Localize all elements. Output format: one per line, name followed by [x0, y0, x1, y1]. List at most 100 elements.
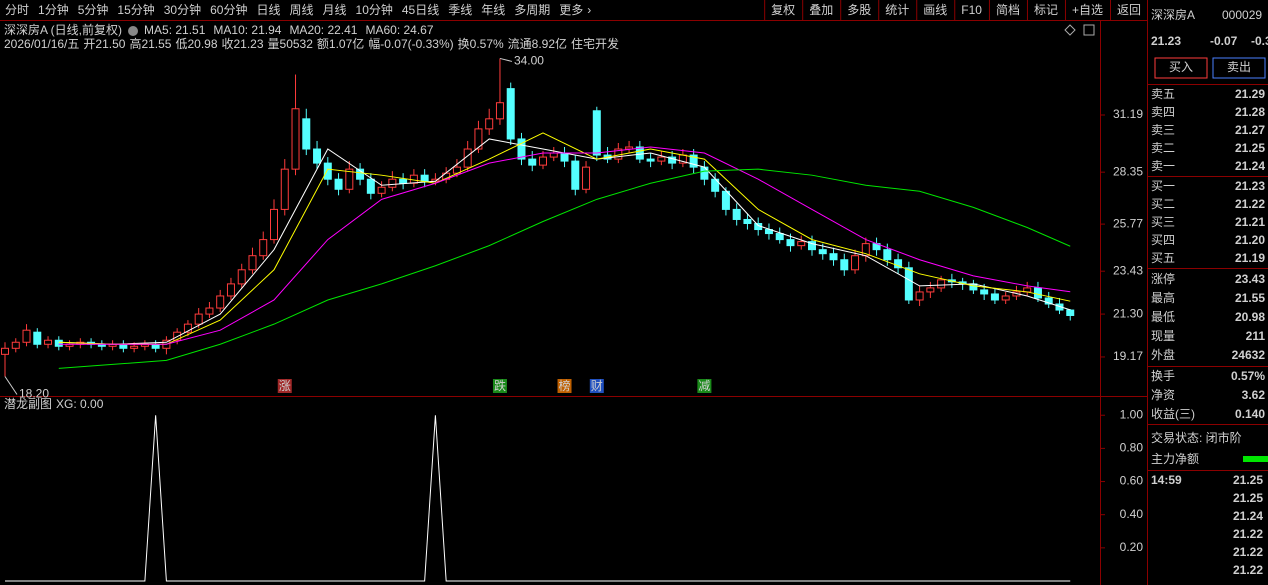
ma-line [58, 138, 1071, 345]
event-tag[interactable]: 涨 [279, 378, 291, 393]
toolbar-tab[interactable]: 10分钟 [356, 2, 393, 17]
toolbar-tab[interactable]: 60分钟 [210, 2, 247, 17]
candle-body [635, 146, 644, 160]
candle-body [689, 154, 698, 168]
candle-body [377, 186, 386, 194]
toolbar-tab[interactable]: 5分钟 [78, 2, 109, 17]
toolbar-tab[interactable]: 月线 [323, 3, 347, 17]
toolbar-tab[interactable]: 1分钟 [38, 2, 69, 17]
candle-body [743, 218, 752, 224]
candle-body [366, 178, 375, 194]
indicator-line [5, 415, 1071, 582]
tick-price: 21.22 [1233, 545, 1263, 559]
event-tag-bg [589, 379, 604, 393]
candle-body [1033, 287, 1042, 299]
window-icon[interactable] [1083, 24, 1095, 36]
toolbar-button[interactable]: 返回 [1117, 3, 1141, 17]
info-item: 住宅开发 [571, 36, 619, 51]
more-arrow: › [587, 3, 591, 17]
candle-body [549, 152, 558, 158]
toolbar-button[interactable]: 叠加 [809, 3, 833, 17]
toolbar-tab[interactable]: 多周期 [514, 3, 550, 17]
event-tag-bg [557, 379, 572, 393]
info-item: 量50532 [268, 37, 314, 51]
annotation: 34.00 [514, 54, 544, 68]
toolbar-button[interactable]: 简档 [996, 3, 1020, 17]
event-tag[interactable]: 减 [698, 379, 710, 393]
flow-label: 主力净额 [1151, 452, 1199, 466]
toolbar-tab[interactable]: 更多 [559, 3, 583, 17]
toolbar-tab[interactable]: 周线 [289, 3, 313, 17]
buy-button[interactable]: 买入 [1169, 60, 1193, 74]
row-value: 21.25 [1235, 141, 1265, 155]
candle-body [786, 239, 795, 247]
candle-body [44, 339, 53, 345]
row-label: 收益(三) [1151, 407, 1195, 421]
toolbar-button[interactable]: 多股 [847, 3, 871, 17]
info-item: 流通8.92亿 [508, 36, 567, 51]
toolbar-tab[interactable]: 15分钟 [117, 2, 154, 17]
ma-line [58, 146, 1071, 345]
y-tick-label: 19.17 [1113, 349, 1143, 363]
price-change: -0.07 [1210, 34, 1238, 48]
toolbar-button[interactable]: 画线 [923, 3, 947, 17]
candle-body [980, 289, 989, 295]
y-tick-label: 0.40 [1120, 507, 1144, 521]
row-label: 买一 [1151, 179, 1175, 193]
row-label: 买五 [1151, 251, 1175, 265]
candle-body [33, 331, 42, 345]
pane-legend: XG: 0.00 [56, 397, 104, 411]
tick-price: 21.25 [1233, 491, 1263, 505]
event-tag[interactable]: 跌 [494, 378, 506, 393]
sell-button[interactable]: 卖出 [1227, 60, 1251, 74]
candle-body [894, 259, 903, 269]
row-label: 买四 [1151, 233, 1175, 247]
candle-body [592, 110, 601, 156]
candle-body [194, 313, 203, 325]
row-value: 21.22 [1235, 197, 1265, 211]
settings-icon[interactable] [128, 26, 139, 36]
candle-body [1, 347, 9, 355]
candle-body [356, 168, 365, 180]
info-item: 高21.55 [129, 36, 171, 51]
row-value: 21.23 [1235, 179, 1265, 193]
toolbar-tab[interactable]: 30分钟 [164, 2, 201, 17]
buy-button-bg[interactable] [1154, 57, 1208, 79]
row-label: 最高 [1151, 290, 1175, 305]
candle-body [1001, 295, 1010, 301]
sell-button-bg[interactable] [1212, 57, 1266, 79]
stock-name: 深深房A [1151, 7, 1195, 22]
tick-time: 14:59 [1151, 473, 1182, 487]
annotation-leader [499, 57, 513, 62]
row-label: 买三 [1151, 215, 1175, 229]
toolbar-tab[interactable]: 季线 [448, 3, 472, 17]
diamond-icon[interactable] [1064, 24, 1076, 36]
toolbar-tab[interactable]: 分时 [5, 3, 29, 17]
candle-body [388, 178, 397, 188]
row-value: 211 [1246, 329, 1266, 343]
candle-body [732, 208, 741, 220]
toolbar-button[interactable]: 统计 [885, 3, 909, 17]
candle-body [818, 249, 827, 255]
candle-body [22, 329, 31, 343]
candle-body [205, 307, 214, 315]
row-label: 现量 [1151, 329, 1175, 343]
toolbar-button[interactable]: 标记 [1034, 3, 1058, 17]
event-tag[interactable]: 财 [591, 379, 603, 393]
event-tag-bg [697, 379, 712, 393]
event-tag[interactable]: 榜 [559, 378, 571, 393]
info-item: 额1.07亿 [317, 36, 364, 51]
legend-entry: MA5: 21.51 [144, 23, 206, 37]
toolbar-button[interactable]: F10 [961, 3, 982, 17]
row-label: 涨停 [1151, 271, 1175, 286]
pct-change: -0.3 [1251, 34, 1268, 48]
row-label: 卖三 [1151, 123, 1175, 137]
y-tick-label: 25.77 [1113, 216, 1143, 230]
toolbar-button[interactable]: +自选 [1072, 3, 1103, 17]
toolbar-button[interactable]: 复权 [771, 3, 795, 17]
pane-title: 潜龙副图 [4, 397, 52, 411]
candle-body [657, 156, 666, 162]
toolbar-tab[interactable]: 年线 [481, 3, 505, 17]
toolbar-tab[interactable]: 45日线 [402, 3, 439, 17]
toolbar-tab[interactable]: 日线 [256, 3, 280, 17]
